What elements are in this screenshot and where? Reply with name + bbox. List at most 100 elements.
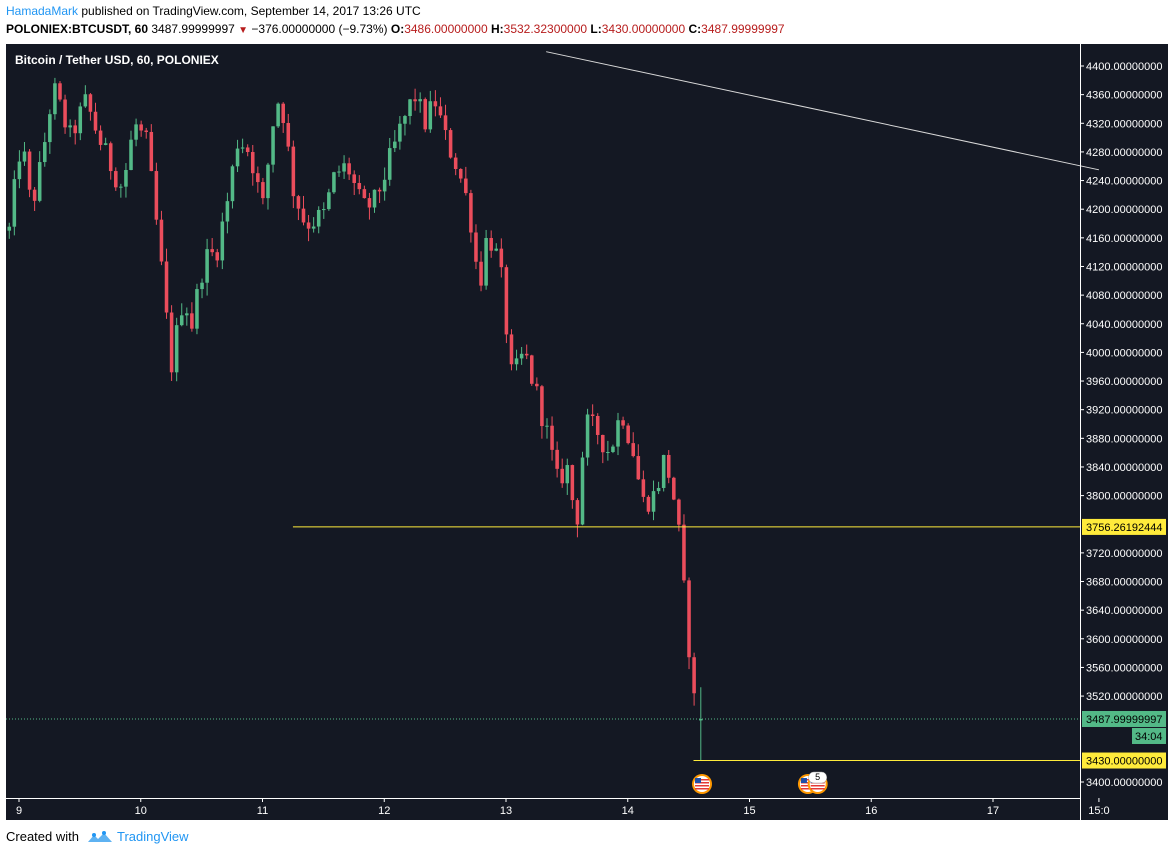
candle-down: [499, 248, 504, 268]
x-tick-label: 9: [16, 805, 22, 817]
candle-down: [438, 106, 443, 116]
candle-down: [352, 174, 356, 184]
candle-up: [276, 103, 280, 127]
level-price-tag: [1082, 518, 1166, 535]
candle-down: [256, 173, 260, 183]
open-label: O:: [390, 22, 405, 36]
x-tick-label: 17: [987, 805, 999, 817]
candle-down: [504, 267, 509, 335]
candle-up: [17, 161, 22, 180]
us-flag-icon: 5: [807, 771, 828, 794]
candles-group: [7, 77, 703, 761]
y-tick-label: 3560.00000000: [1086, 662, 1162, 674]
flag-stripe: [800, 779, 815, 781]
candle-up: [372, 189, 377, 208]
candle-up: [656, 487, 661, 492]
y-tick-label: 3800.00000000: [1086, 491, 1162, 503]
candle-down: [433, 101, 438, 107]
candle-up: [266, 164, 270, 199]
candle-down: [63, 99, 67, 128]
candle-down: [154, 171, 159, 220]
candle-up: [205, 249, 209, 283]
candle-down: [458, 169, 463, 179]
candle-up: [580, 457, 585, 525]
candle-up: [494, 248, 499, 251]
close-value: 3487.99999997: [701, 22, 785, 36]
y-tick-label: 3840.00000000: [1086, 462, 1162, 474]
candle-up: [311, 226, 316, 229]
low-label: L:: [590, 22, 602, 36]
candle-down: [27, 151, 32, 190]
published-text: published on TradingView.com, September …: [81, 4, 421, 18]
author-link[interactable]: HamadaMark: [6, 4, 79, 18]
y-tick-label: 4040.00000000: [1086, 319, 1162, 331]
candle-down: [169, 312, 174, 373]
candle-down: [443, 115, 448, 131]
candle-down: [73, 125, 77, 134]
candle-down: [306, 222, 311, 229]
candle-down: [281, 103, 285, 124]
candle-down: [296, 196, 301, 209]
symbol-label: POLONIEX:BTCUSDT, 60: [6, 22, 149, 36]
countdown-label: 34:04: [1135, 731, 1163, 743]
overlays-group: 3756.26192444 3430.00000000 3487.99999997 3…: [6, 51, 1166, 769]
candle-down: [215, 252, 220, 261]
candle-up: [387, 148, 392, 180]
candle-down: [601, 434, 605, 453]
candle-up: [337, 171, 341, 173]
candle-up: [545, 425, 549, 427]
candle-down: [362, 189, 367, 199]
event-markers: 5: [692, 771, 828, 794]
candle-down: [524, 353, 529, 356]
level-price-label: 3756.26192444: [1086, 522, 1162, 534]
y-tick-label: 3600.00000000: [1086, 634, 1162, 646]
x-tick-label: 15:0: [1088, 805, 1109, 817]
high-value: 3532.32300000: [503, 22, 588, 36]
candle-down: [489, 237, 493, 251]
candle-down: [159, 219, 164, 262]
candle-down: [286, 123, 291, 147]
y-tick-label: 3720.00000000: [1086, 548, 1162, 560]
flag-stripe: [695, 782, 710, 784]
candle-down: [626, 425, 630, 444]
candle-down: [529, 355, 534, 384]
candle-up: [661, 454, 666, 488]
candle-down: [347, 163, 351, 175]
y-tick-label: 3880.00000000: [1086, 433, 1162, 445]
candle-up: [7, 226, 12, 231]
candle-up: [514, 358, 519, 365]
countdown-tag: [1132, 727, 1166, 744]
candle-down: [692, 657, 696, 694]
x-tick-label: 11: [257, 805, 268, 817]
candle-down: [261, 182, 265, 199]
candle-down: [245, 147, 250, 153]
candle-down: [464, 178, 468, 194]
candle-down: [550, 425, 554, 450]
y-tick-label: 3640.00000000: [1086, 605, 1162, 617]
y-tick-label: 3520.00000000: [1086, 691, 1162, 703]
candle-down: [88, 94, 93, 112]
candle-up: [179, 315, 184, 326]
tradingview-logo-icon: [87, 830, 112, 842]
tradingview-link[interactable]: TradingView: [116, 829, 189, 844]
open-value: 3486.00000000: [404, 22, 488, 36]
candle-up: [271, 126, 275, 165]
price-axis[interactable]: [1080, 44, 1168, 798]
time-axis[interactable]: [6, 798, 1080, 820]
x-tick-label: 16: [865, 805, 877, 817]
publish-info: HamadaMark published on TradingView.com,…: [6, 4, 421, 18]
candle-up: [519, 353, 524, 359]
footer: Created with TradingView: [6, 829, 189, 844]
y-tick-label: 4280.00000000: [1086, 147, 1162, 159]
candle-down: [590, 414, 595, 417]
candle-up: [37, 162, 42, 201]
candle-up: [428, 101, 433, 130]
level-price-tag: [1082, 752, 1166, 769]
x-tick-label: 14: [622, 805, 634, 817]
candle-down: [636, 456, 641, 480]
candle-up: [342, 163, 346, 172]
flag-stripe: [695, 785, 710, 787]
flag-canton: [695, 778, 702, 783]
candle-down: [114, 171, 118, 188]
